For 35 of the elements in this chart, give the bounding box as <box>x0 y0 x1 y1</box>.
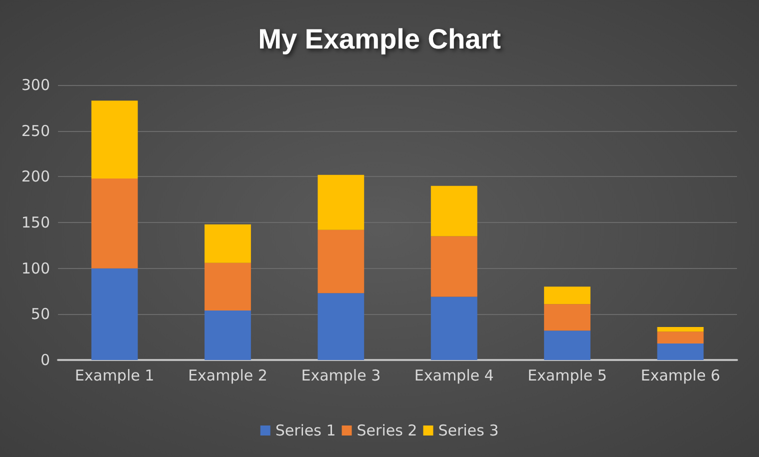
bar <box>430 296 478 360</box>
bar <box>204 224 251 263</box>
bar <box>430 186 478 236</box>
y-tick-label: 250 <box>21 122 50 140</box>
bar <box>204 310 251 360</box>
bar <box>544 286 590 304</box>
bar <box>318 230 364 294</box>
x-tick-label: Example 4 <box>414 366 494 384</box>
bar <box>91 268 138 360</box>
x-tick-label: Example 6 <box>640 366 720 384</box>
bar <box>91 100 138 178</box>
bar <box>204 262 251 310</box>
bar <box>657 332 704 344</box>
x-tick-label: Example 5 <box>528 366 607 384</box>
y-tick-label: 200 <box>21 168 50 186</box>
y-tick-label: 50 <box>30 305 50 324</box>
bar <box>544 330 590 360</box>
bar <box>430 236 478 297</box>
x-tick-label: Example 3 <box>301 366 381 384</box>
bar <box>318 174 364 230</box>
legend-label: Series 3 <box>438 422 499 440</box>
y-tick-label: 150 <box>21 214 50 232</box>
bar <box>657 327 704 332</box>
x-tick-label: Example 2 <box>188 366 268 384</box>
bar <box>544 304 590 331</box>
y-tick-label: 100 <box>21 259 50 278</box>
y-tick-label: 300 <box>21 76 50 94</box>
legend-label: Series 1 <box>275 422 336 440</box>
chart-title: My Example Chart <box>258 24 501 54</box>
y-tick-label: 0 <box>40 351 50 369</box>
bar <box>318 293 364 360</box>
legend-label: Series 2 <box>356 422 418 440</box>
x-tick-label: Example 1 <box>74 366 154 384</box>
bar <box>91 178 138 268</box>
bar <box>657 344 704 360</box>
